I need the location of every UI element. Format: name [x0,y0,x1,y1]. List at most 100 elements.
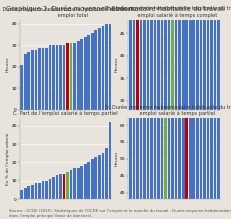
Title: A. Durée moyenne hebdomadaire habituelle du travail,
         emploi total: A. Durée moyenne hebdomadaire habituelle… [0,6,135,18]
Bar [63,45,65,110]
Bar [161,34,163,199]
Bar [80,39,83,110]
Bar [24,188,27,199]
Bar [189,0,191,110]
Bar [20,190,23,199]
Bar [105,24,108,110]
Bar [189,24,191,199]
Bar [217,0,220,199]
Bar [66,172,69,199]
Bar [178,27,181,199]
Bar [59,173,62,199]
Bar [52,177,55,199]
Bar [94,30,97,110]
Bar [129,0,132,110]
Bar [203,10,206,199]
Bar [24,54,27,110]
Bar [185,0,188,110]
Bar [185,24,188,199]
Bar [102,153,104,199]
Bar [98,28,101,110]
Bar [207,0,209,110]
Bar [192,20,195,199]
Bar [88,162,90,199]
Bar [168,0,170,110]
Bar [91,33,94,110]
Bar [45,48,48,110]
Bar [203,0,206,110]
Bar [196,17,199,199]
Bar [45,181,48,199]
Bar [80,166,83,199]
Bar [35,183,37,199]
Bar [38,183,41,199]
Bar [154,0,156,110]
Bar [27,52,30,110]
Y-axis label: En % de l'emploi salarié: En % de l'emploi salarié [6,132,10,185]
Bar [31,50,34,110]
Y-axis label: Heures: Heures [114,57,119,72]
Bar [42,48,44,110]
Bar [157,0,160,110]
Bar [207,7,209,199]
Bar [133,0,135,110]
Bar [178,0,181,110]
Bar [154,34,156,199]
Bar [84,37,87,110]
Bar [161,0,163,110]
Bar [164,30,167,199]
Bar [49,45,51,110]
Bar [182,27,185,199]
Bar [66,43,69,110]
Bar [136,0,139,110]
Bar [210,0,213,110]
Bar [59,45,62,110]
Bar [182,0,185,110]
Bar [192,0,195,110]
Bar [52,45,55,110]
Bar [214,0,216,110]
Bar [109,24,111,110]
Bar [143,37,146,199]
Bar [31,185,34,199]
Bar [129,54,132,199]
Y-axis label: Heures: Heures [6,57,10,72]
Bar [196,0,199,110]
Bar [200,0,202,110]
Title: D. Durée moyenne hebdomadaire habituelle du travail,
    emploi salarié à temps : D. Durée moyenne hebdomadaire habituelle… [105,104,231,117]
Title: C. Part de l'emploi salarié à temps partiel: C. Part de l'emploi salarié à temps part… [13,111,118,117]
Bar [175,0,177,110]
Bar [91,159,94,199]
Bar [210,4,213,199]
Bar [38,48,41,110]
Bar [171,0,174,110]
Bar [140,41,142,199]
Bar [168,30,170,199]
Bar [20,65,23,110]
Bar [109,122,111,199]
Y-axis label: Heures: Heures [114,151,118,166]
Bar [150,0,153,110]
Bar [42,181,44,199]
Bar [27,186,30,199]
Bar [77,168,79,199]
Bar [88,35,90,110]
Bar [147,0,149,110]
Text: Source : OCDE (2015), Statistiques de l'OCDE sur l'emploi et le marché du travai: Source : OCDE (2015), Statistiques de l'… [9,209,231,218]
Bar [70,43,73,110]
Bar [56,45,58,110]
Bar [56,175,58,199]
Bar [70,170,73,199]
Bar [143,0,146,110]
Bar [150,37,153,199]
Bar [214,0,216,199]
Bar [94,157,97,199]
Bar [200,14,202,199]
Bar [98,155,101,199]
Bar [217,0,220,110]
Bar [73,43,76,110]
Bar [140,0,142,110]
Title: B. Durée moyenne hebdomadaire habituelle du travail,
    emploi salarié à temps : B. Durée moyenne hebdomadaire habituelle… [105,5,231,18]
Bar [175,30,177,199]
Bar [147,37,149,199]
